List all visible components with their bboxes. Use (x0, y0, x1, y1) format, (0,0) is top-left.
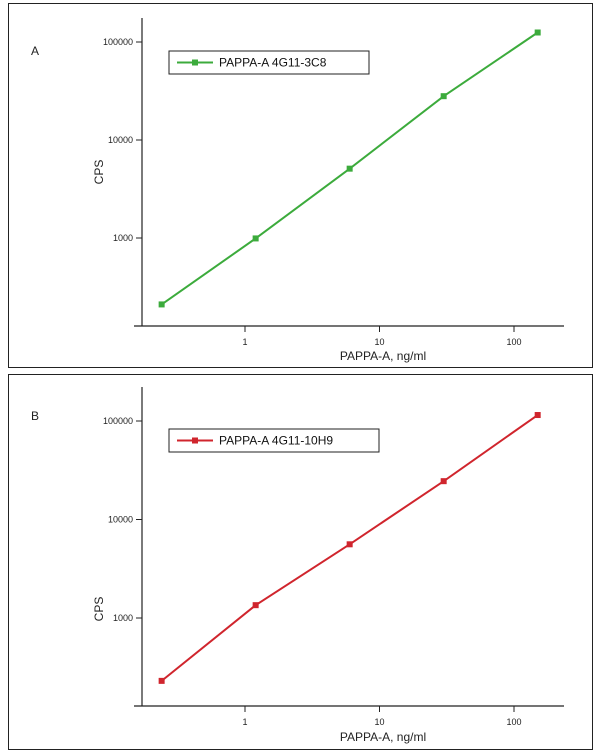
data-point (158, 301, 165, 308)
x-tick-label: 1 (242, 717, 247, 727)
y-tick-label: 100000 (103, 416, 133, 426)
series-line (161, 414, 539, 682)
legend-label: PAPPA-A 4G11-10H9 (219, 434, 333, 448)
y-tick-label: 1000 (113, 613, 133, 623)
y-tick-label: 10000 (108, 515, 133, 525)
legend-box (168, 50, 370, 75)
x-tick-label: 1 (242, 337, 247, 347)
data-point (534, 29, 541, 36)
panel-label: B (31, 409, 40, 423)
data-point (158, 677, 165, 684)
data-point (346, 165, 353, 172)
legend-marker (192, 59, 198, 66)
data-point (346, 541, 353, 548)
x-tick-label: 10 (374, 717, 384, 727)
chart-b-svg: 1 10 100 1000 10000 100000 PAPPA-A, ng/ml CPS PA… (92, 387, 564, 744)
x-axis-title: PAPPA-A, ng/ml (340, 730, 426, 744)
x-axis-title: PAPPA-A, ng/ml (340, 349, 426, 363)
legend-marker (192, 437, 198, 444)
y-tick-label: 100000 (103, 37, 133, 47)
data-point (534, 412, 541, 419)
legend-box (168, 428, 380, 453)
panel-label: A (31, 44, 40, 58)
data-point (440, 93, 447, 100)
data-point (440, 478, 447, 485)
y-axis-title: CPS (92, 160, 106, 185)
chart-a-svg: 1 10 100 1000 10000 100000 PAPPA-A, ng/ml CPS PA… (92, 18, 564, 363)
x-tick-label: 100 (506, 717, 521, 727)
legend-label: PAPPA-A 4G11-3C8 (219, 56, 327, 70)
x-tick-label: 100 (506, 337, 521, 347)
x-tick-label: 10 (374, 337, 384, 347)
chart-panel-b: B 1 10 100 1000 10000 100000 PAPPA-A, ng/ml CPS… (8, 374, 593, 750)
data-point (252, 602, 259, 609)
y-tick-label: 10000 (108, 135, 133, 145)
y-axis-title: CPS (92, 597, 106, 622)
data-point (252, 235, 259, 242)
chart-panel-a: A 1 10 100 1000 10000 100000 PAPPA-A, ng/ml CPS… (8, 3, 593, 368)
y-tick-label: 1000 (113, 233, 133, 243)
